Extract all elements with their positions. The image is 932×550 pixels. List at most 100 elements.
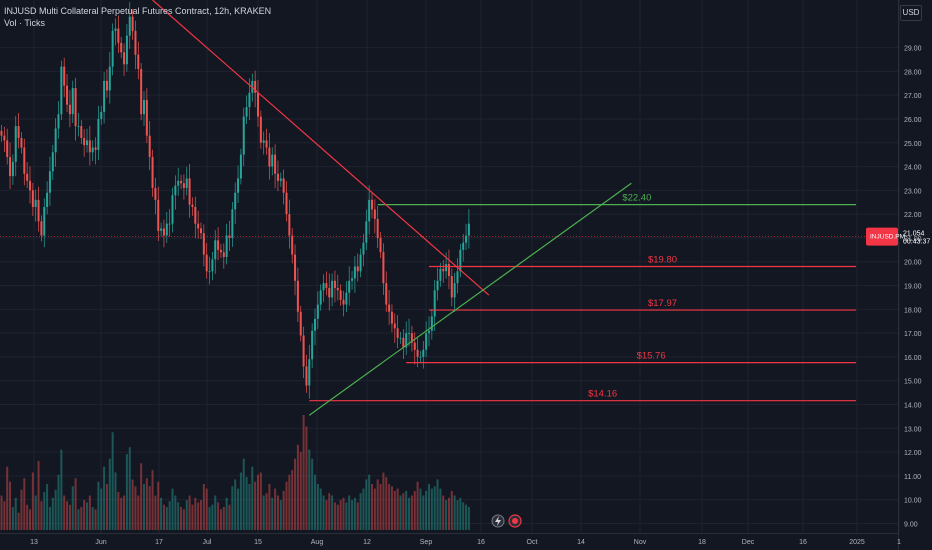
candle-body	[265, 140, 268, 148]
lightning-glyph	[495, 516, 501, 526]
candle-body	[365, 221, 368, 243]
time-tick-label: Jun	[95, 539, 106, 546]
candle-body	[425, 333, 428, 350]
candle-body	[214, 240, 217, 260]
replay-controls[interactable]	[491, 514, 522, 528]
volume-bar	[237, 488, 240, 530]
volume-bar	[425, 490, 428, 530]
time-tick-label: Sep	[420, 539, 433, 546]
volume-bar	[40, 501, 43, 530]
candle-body	[74, 88, 77, 127]
volume-bar	[222, 507, 225, 530]
volume-bar	[80, 507, 83, 530]
volume-bar	[11, 507, 14, 530]
candle-body	[29, 180, 31, 191]
volume-bar	[168, 501, 171, 530]
volume-bar	[291, 470, 294, 530]
volume-bar	[365, 479, 368, 530]
candle-body	[86, 140, 88, 146]
volume-bar	[450, 490, 453, 530]
volume-bar	[231, 486, 234, 530]
candle-body	[348, 280, 351, 293]
price-tick-label: 19.00	[904, 284, 922, 291]
volume-bar	[140, 463, 143, 530]
volume-bar	[328, 493, 331, 530]
price-axis[interactable]: 9.00 10.00 11.00 12.00 13.00 14.00 15.00 16.00 1…	[904, 46, 922, 529]
record-dot	[512, 518, 518, 524]
volume-bar	[413, 490, 416, 530]
candle-body	[259, 116, 262, 143]
candle-body	[405, 333, 408, 348]
volume-bar	[428, 484, 430, 530]
volume-bar	[376, 479, 379, 530]
volume-bar	[219, 509, 222, 530]
candle-body	[57, 114, 60, 129]
volume-bar	[314, 474, 316, 530]
candle-body	[268, 147, 271, 167]
candle-body	[445, 264, 448, 272]
volume-bar	[48, 507, 51, 530]
candle-body	[6, 140, 9, 158]
candle-body	[191, 204, 194, 208]
volume-bar	[456, 500, 459, 530]
candle-body	[217, 240, 220, 250]
candle-body	[148, 135, 151, 158]
volume-bar	[160, 497, 163, 530]
candle-body	[26, 173, 29, 181]
candle-body	[257, 92, 259, 117]
candle-body	[390, 311, 393, 324]
volume-bar	[433, 486, 436, 530]
time-axis[interactable]: 13 Jun 17 Jul 15 Aug 12 Sep 16 Oct 14 Nov 18 Dec 16 202…	[30, 539, 901, 546]
volume-bar	[336, 504, 339, 530]
candle-body	[453, 283, 456, 298]
candle-body	[331, 280, 334, 298]
candle-body	[459, 249, 462, 272]
candle-body	[408, 333, 411, 334]
volume-bar	[419, 488, 422, 530]
volume-bar	[71, 486, 74, 530]
volume-bar	[353, 497, 356, 530]
volume-bar	[83, 500, 86, 530]
volume-bar	[311, 458, 314, 530]
volume-bar	[125, 454, 128, 530]
volume-bar	[171, 488, 174, 530]
time-tick-label: 1	[897, 539, 901, 546]
volume-bar	[0, 495, 3, 530]
volume-bar	[348, 495, 351, 530]
volume-bar	[180, 507, 183, 530]
indicator-label[interactable]: Vol · Ticks	[4, 18, 46, 28]
price-tick-label: 11.00	[904, 474, 921, 481]
candle-body	[362, 242, 365, 255]
volume-bar	[459, 497, 462, 530]
volume-bar	[294, 458, 297, 530]
volume-bar	[57, 474, 60, 530]
volume-bar	[299, 451, 302, 530]
volume-bar	[268, 484, 271, 530]
volume-bar	[371, 484, 373, 530]
candle-body	[419, 356, 422, 358]
volume-bar	[262, 495, 265, 530]
candle-body	[373, 209, 376, 219]
candle-body	[342, 299, 345, 305]
candle-body	[456, 271, 459, 284]
volume-bar	[447, 497, 450, 530]
candle-body	[225, 235, 228, 257]
volume-bar	[191, 504, 194, 530]
volume-bar	[439, 488, 442, 530]
volume-bar	[88, 495, 91, 530]
volume-bar	[103, 466, 106, 530]
price-tick-label: 12.00	[904, 450, 922, 457]
candle-body	[23, 147, 26, 174]
currency-button[interactable]: USD	[900, 5, 922, 21]
candle-body	[254, 80, 257, 93]
candle-body	[20, 138, 23, 148]
candle-body	[271, 154, 274, 167]
candle-body	[385, 283, 388, 305]
candle-body	[157, 199, 160, 231]
time-tick-label: Dec	[742, 539, 755, 546]
volume-bar	[165, 507, 168, 530]
volume-bar	[148, 486, 151, 530]
volume-bar	[442, 495, 445, 530]
time-tick-label: 17	[155, 539, 163, 546]
